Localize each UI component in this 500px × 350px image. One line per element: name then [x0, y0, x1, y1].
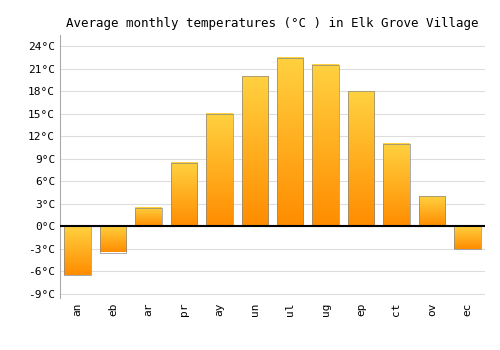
Bar: [312, 65, 339, 226]
Title: Average monthly temperatures (°C ) in Elk Grove Village: Average monthly temperatures (°C ) in El…: [66, 17, 479, 30]
Bar: [206, 114, 233, 226]
Bar: [242, 76, 268, 226]
Bar: [100, 226, 126, 252]
Bar: [454, 226, 480, 249]
Bar: [383, 144, 409, 226]
Bar: [277, 57, 303, 226]
Bar: [170, 162, 197, 226]
Bar: [64, 226, 91, 275]
Bar: [418, 196, 445, 226]
Bar: [136, 208, 162, 226]
Bar: [348, 91, 374, 226]
